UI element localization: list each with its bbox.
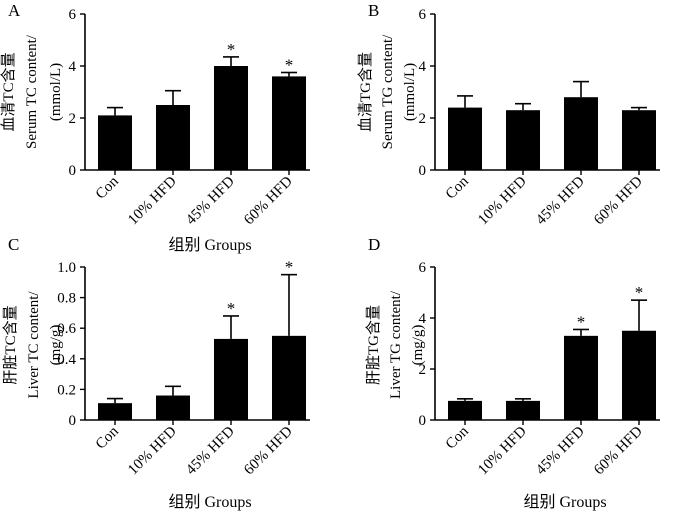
y-tick-label: 1.0 — [57, 260, 76, 276]
y-tick-label: 2 — [419, 362, 427, 378]
y-tick-label: 0.6 — [57, 321, 76, 337]
y-tick-label: 4 — [419, 311, 427, 327]
x-axis-title: 组别 Groups — [168, 236, 251, 254]
significance-marker: * — [577, 312, 586, 331]
y-tick-label: 0 — [69, 163, 77, 179]
y-axis-title: Liver TG content/ — [388, 290, 404, 399]
bar — [156, 395, 190, 420]
bar — [622, 330, 656, 420]
x-tick-label: 60% HFD — [591, 173, 646, 228]
y-tick-label: 6 — [419, 7, 427, 23]
y-axis-title: Liver TC content/ — [26, 291, 42, 399]
panel-letter: B — [368, 1, 379, 20]
bar — [272, 76, 306, 170]
bar — [98, 403, 132, 420]
bar — [622, 110, 656, 170]
bar — [448, 107, 482, 170]
y-tick-label: 0.8 — [57, 291, 76, 307]
y-tick-label: 0 — [69, 413, 77, 429]
x-tick-label: 10% HFD — [125, 423, 180, 478]
y-tick-label: 6 — [419, 260, 427, 276]
bar — [156, 105, 190, 170]
y-axis-title: (mg/g) — [48, 325, 64, 366]
panel-letter: A — [8, 1, 21, 20]
chart-panel-a: A 0 2 4 6 Con 10% HFD * 45% HFD * 60% HFD 血清TC含量 Ser… — [0, 1, 310, 254]
y-axis-title: 血清TG含量 — [357, 52, 374, 132]
y-axis-title: (mg/g) — [410, 325, 426, 366]
x-tick-label: 45% HFD — [533, 173, 588, 228]
y-axis-title: 肝脏TG含量 — [365, 305, 382, 385]
y-tick-label: 2 — [69, 111, 77, 127]
x-tick-label: 60% HFD — [591, 423, 646, 478]
y-tick-label: 0.2 — [57, 382, 76, 398]
x-tick-label: Con — [93, 173, 122, 202]
bar — [506, 110, 540, 170]
x-tick-label: 60% HFD — [241, 173, 296, 228]
panel-letter: C — [8, 235, 19, 254]
y-tick-label: 0.4 — [57, 352, 76, 368]
chart-panel-b: B 0 2 4 6 Con 10% HFD 45% HFD 60% HFD 血清TG含量 Serum… — [357, 1, 660, 228]
bar — [506, 400, 540, 420]
significance-marker: * — [227, 299, 236, 318]
panel-letter: D — [368, 235, 380, 254]
y-tick-label: 2 — [419, 111, 427, 127]
x-tick-label: 45% HFD — [183, 423, 238, 478]
chart-panel-d: D 0 2 4 6 Con 10% HFD * 45% HFD * 60% HFD 肝脏TG含量 Liv… — [365, 235, 660, 511]
y-axis-title: 血清TC含量 — [0, 52, 17, 131]
x-tick-label: 10% HFD — [475, 423, 530, 478]
bar — [564, 335, 598, 420]
y-tick-label: 4 — [419, 59, 427, 75]
x-tick-label: Con — [443, 423, 472, 452]
significance-marker: * — [285, 56, 294, 75]
y-tick-label: 0 — [419, 163, 427, 179]
bar — [564, 97, 598, 170]
significance-marker: * — [635, 283, 644, 302]
chart-panel-c: C 0 0.2 0.4 0.6 0.8 1.0 Con 10% HFD * 45% HFD * 60% … — [2, 235, 310, 511]
x-tick-label: 45% HFD — [533, 423, 588, 478]
significance-marker: * — [285, 258, 294, 277]
bar — [214, 338, 248, 420]
y-axis-title: Serum TG content/ — [380, 34, 396, 150]
x-axis-title: 组别 Groups — [523, 493, 606, 511]
x-tick-label: Con — [93, 423, 122, 452]
x-axis-title: 组别 Groups — [168, 493, 251, 511]
y-tick-label: 0 — [419, 413, 427, 429]
y-axis-title: 肝脏TC含量 — [2, 305, 19, 384]
y-axis-title: (mmol/L) — [402, 63, 418, 121]
x-tick-label: 10% HFD — [125, 173, 180, 228]
bar — [272, 335, 306, 420]
x-tick-label: 10% HFD — [475, 173, 530, 228]
x-tick-label: Con — [443, 173, 472, 202]
bar — [448, 400, 482, 420]
bar — [214, 66, 248, 170]
significance-marker: * — [227, 40, 236, 59]
x-tick-label: 45% HFD — [183, 173, 238, 228]
y-tick-label: 6 — [69, 7, 77, 23]
y-axis-title: Serum TC content/ — [24, 34, 40, 149]
x-tick-label: 60% HFD — [241, 423, 296, 478]
bar — [98, 115, 132, 170]
y-tick-label: 4 — [69, 59, 77, 75]
y-axis-title: (mmol/L) — [48, 63, 64, 121]
